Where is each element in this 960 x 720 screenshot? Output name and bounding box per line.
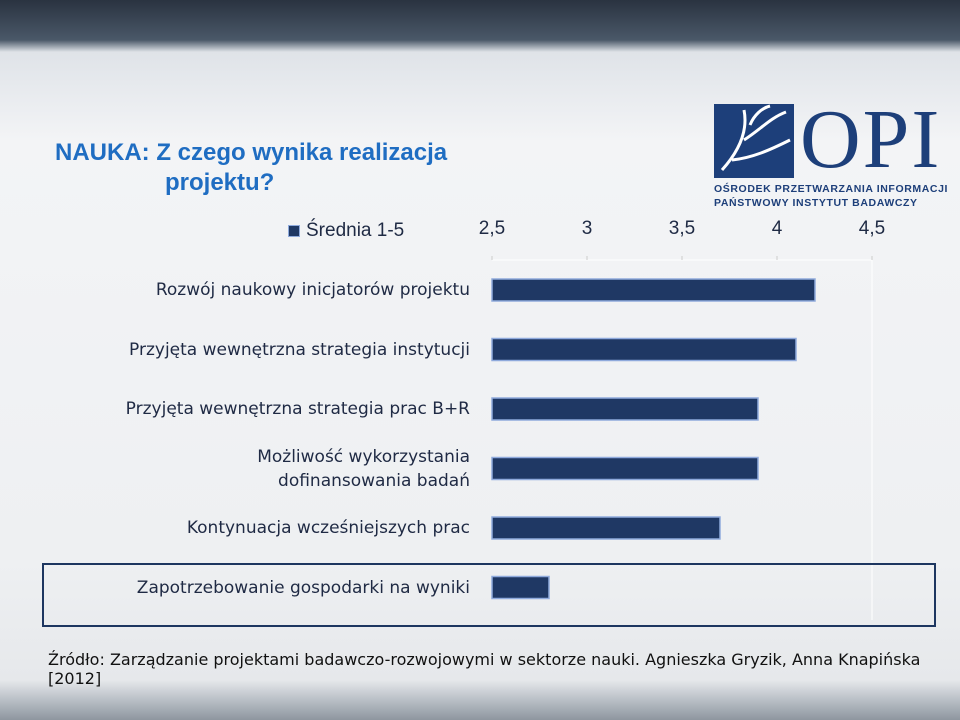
- legend: Średnia 1-5: [288, 220, 404, 242]
- highlight-box: [42, 563, 936, 627]
- logo-tree: [720, 104, 791, 172]
- logo-text: OPI: [800, 93, 942, 186]
- y-tick-label: Przyjęta wewnętrzna strategia prac B+R: [125, 399, 470, 419]
- bar: [491, 278, 816, 302]
- x-tick-label: 3,5: [668, 218, 696, 239]
- bar: [491, 397, 759, 421]
- bar: [491, 516, 721, 540]
- bar: [491, 575, 550, 600]
- bar: [491, 337, 797, 362]
- x-tick-label: 4,5: [858, 218, 886, 239]
- y-tick-label: Rozwój naukowy inicjatorów projektu: [155, 280, 470, 300]
- legend-label: Średnia 1-5: [306, 220, 405, 241]
- bar: [491, 456, 759, 481]
- x-tick-label: 3: [581, 218, 593, 239]
- x-tick-label: 2,5: [478, 218, 506, 239]
- x-tick-label: 4: [771, 218, 783, 239]
- logo-subtitle: PAŃSTWOWY INSTYTUT BADAWCZY: [714, 197, 918, 209]
- legend-swatch: [288, 225, 300, 237]
- y-tick-label: Zapotrzebowanie gospodarki na wyniki: [136, 577, 470, 598]
- y-tick-label: Przyjęta wewnętrzna strategia instytucji: [129, 339, 470, 360]
- y-tick-label: Możliwość wykorzystania dofinansowania b…: [257, 446, 470, 491]
- y-tick-label: Kontynuacja wcześniejszych prac: [186, 518, 470, 538]
- logo-subtitle: OŚRODEK PRZETWARZANIA INFORMACJI: [714, 183, 949, 195]
- slide-title: NAUKA: Z czego wynika realizacja projekt…: [55, 139, 448, 196]
- source-note: Źródło: Zarządzanie projektami badawczo-…: [48, 650, 921, 688]
